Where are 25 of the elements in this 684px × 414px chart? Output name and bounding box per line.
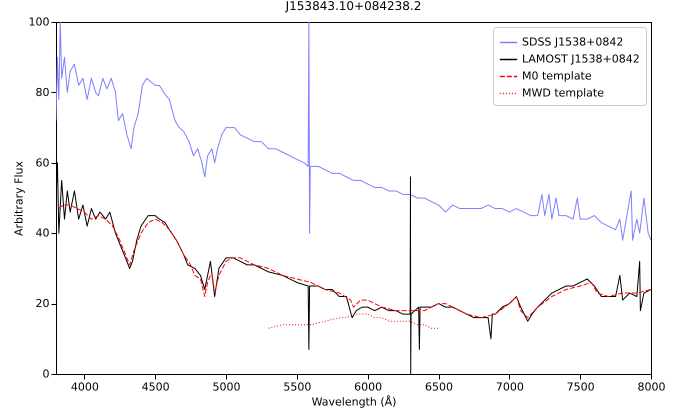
line-series bbox=[58, 204, 651, 318]
y-tick-label: 80 bbox=[36, 86, 50, 99]
x-tick-label: 4500 bbox=[142, 380, 170, 394]
y-tick-label: 0 bbox=[42, 368, 50, 380]
x-tick-label: 5500 bbox=[283, 380, 312, 394]
y-axis-title: Arbitrary Flux bbox=[12, 160, 26, 236]
y-tick-label: 20 bbox=[36, 297, 50, 310]
legend-label: MWD template bbox=[522, 86, 604, 100]
x-tick-label: 7000 bbox=[496, 380, 524, 394]
x-tick-label: 4000 bbox=[70, 380, 99, 394]
x-tick-label: 6500 bbox=[425, 380, 453, 394]
line-series bbox=[268, 314, 439, 329]
chart-title: J153843.10+084238.2 bbox=[284, 0, 422, 13]
legend-label: M0 template bbox=[522, 70, 592, 82]
legend-label: SDSS J1538+0842 bbox=[522, 36, 624, 48]
y-tick-label: 40 bbox=[36, 226, 50, 240]
x-tick-label: 6000 bbox=[354, 380, 382, 394]
x-tick-label: 7500 bbox=[566, 380, 595, 394]
y-tick-label: 60 bbox=[36, 156, 50, 170]
x-tick-label: 8000 bbox=[638, 380, 666, 394]
legend-label: LAMOST J1538+0842 bbox=[522, 52, 640, 66]
x-axis-title: Wavelength (Å) bbox=[312, 394, 396, 408]
line-series bbox=[56, 22, 651, 241]
x-tick-label: 5000 bbox=[212, 380, 240, 394]
y-tick-label: 100 bbox=[28, 16, 50, 28]
